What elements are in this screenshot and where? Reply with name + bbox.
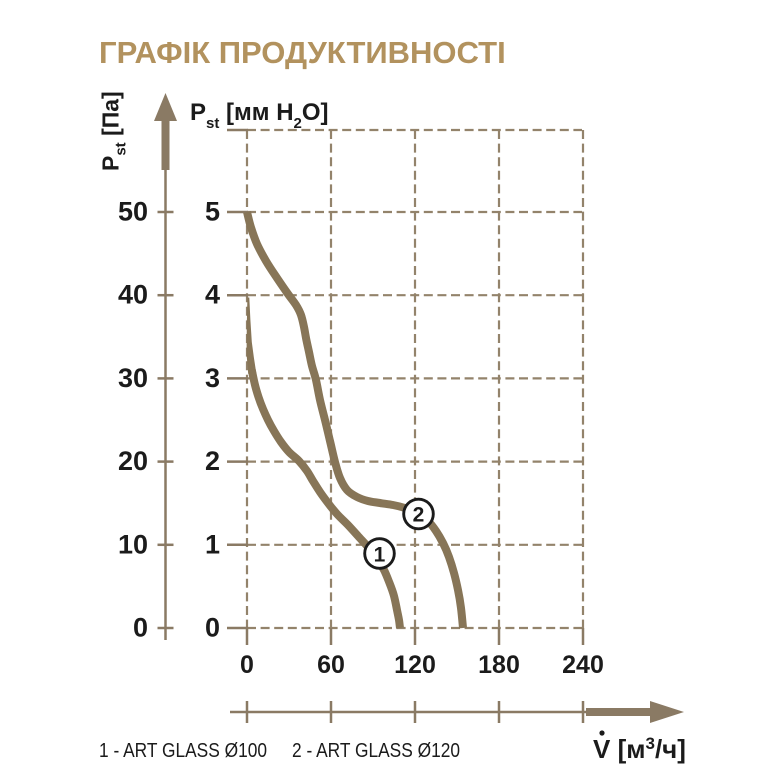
svg-text:ГРАФІК ПРОДУКТИВНОСТІ: ГРАФІК ПРОДУКТИВНОСТІ xyxy=(99,35,506,70)
svg-text:V [м3/ч]: V [м3/ч] xyxy=(593,734,686,764)
svg-text:1 - ART GLASS Ø100: 1 - ART GLASS Ø100 xyxy=(99,739,267,762)
svg-text:5: 5 xyxy=(205,197,220,227)
svg-text:240: 240 xyxy=(562,651,604,679)
svg-text:2: 2 xyxy=(413,504,425,527)
svg-text:0: 0 xyxy=(205,613,220,643)
svg-text:60: 60 xyxy=(317,651,345,679)
svg-text:2 - ART GLASS Ø120: 2 - ART GLASS Ø120 xyxy=(292,739,460,762)
svg-text:1: 1 xyxy=(374,544,386,567)
svg-text:180: 180 xyxy=(478,651,520,679)
svg-text:10: 10 xyxy=(118,529,148,559)
svg-text:3: 3 xyxy=(205,363,220,393)
svg-text:1: 1 xyxy=(205,529,220,559)
svg-text:0: 0 xyxy=(133,613,148,643)
svg-text:4: 4 xyxy=(205,280,220,310)
svg-text:30: 30 xyxy=(118,363,148,393)
svg-text:20: 20 xyxy=(118,446,148,476)
svg-text:120: 120 xyxy=(394,651,436,679)
svg-text:0: 0 xyxy=(240,651,254,679)
svg-text:2: 2 xyxy=(205,446,220,476)
svg-text:50: 50 xyxy=(118,197,148,227)
svg-text:40: 40 xyxy=(118,280,148,310)
